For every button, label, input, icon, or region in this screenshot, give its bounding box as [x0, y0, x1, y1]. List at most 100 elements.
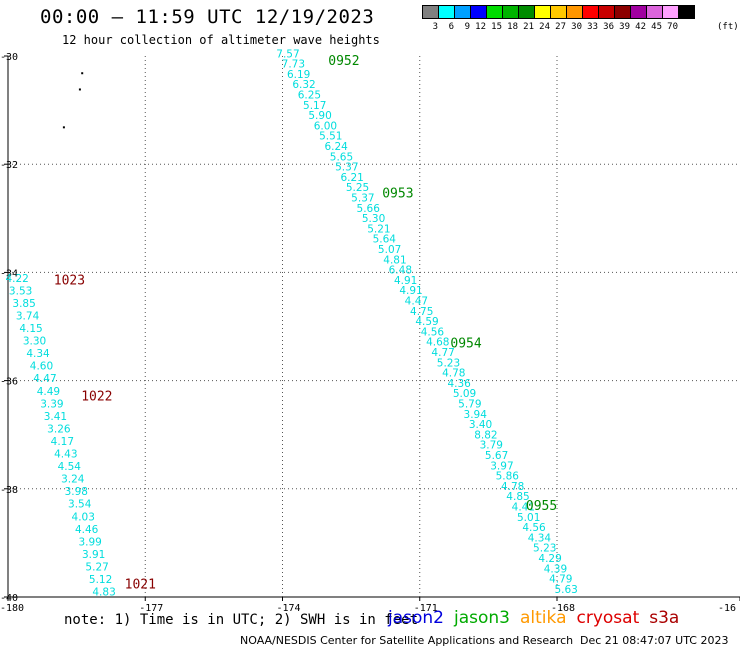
swh-value-label: 4.78: [442, 368, 465, 380]
legend-tick-label: 42: [635, 22, 646, 32]
swh-value-label: 5.64: [373, 234, 397, 246]
swh-value-label: 5.21: [367, 223, 390, 235]
legend-tick-label: 36: [603, 22, 614, 32]
swh-value-label: 3.53: [9, 285, 32, 297]
legend-tick-label: 18: [507, 22, 518, 32]
swh-value-label: 5.23: [437, 357, 460, 369]
legend-tick-label: 70: [667, 22, 678, 32]
x-tick-label: -171: [414, 603, 438, 614]
legend-tick-label: 24: [539, 22, 550, 32]
legend-tick-label: 30: [571, 22, 582, 32]
x-tick-label: -16: [718, 603, 736, 614]
swh-value-label: 4.22: [5, 273, 28, 285]
swh-value-label: 6.19: [287, 69, 310, 81]
time-label: 0954: [450, 337, 481, 352]
swh-value-label: 5.01: [517, 512, 540, 524]
swh-value-label: 4.47: [405, 295, 428, 307]
credit-text: NOAA/NESDIS Center for Satellite Applica…: [240, 634, 574, 647]
x-tick-label: -168: [551, 603, 575, 614]
swh-value-label: 4.43: [54, 449, 77, 461]
satellite-label-s3a: s3a: [649, 608, 680, 628]
time-label: 1022: [81, 390, 112, 405]
swh-value-label: 3.97: [490, 460, 513, 472]
land-dot: [78, 88, 81, 91]
swh-value-label: 4.60: [30, 361, 53, 373]
y-tick-label: -32: [0, 160, 18, 171]
swh-value-label: 5.86: [496, 471, 520, 483]
swh-value-label: 6.48: [389, 265, 412, 277]
x-tick-label: -174: [277, 603, 301, 614]
swh-value-label: 3.79: [480, 440, 503, 452]
swh-value-label: 8.82: [474, 429, 497, 441]
swh-value-label: 5.25: [346, 182, 369, 194]
swh-value-label: 4.34: [26, 348, 50, 360]
satellite-label-jason3: jason3: [454, 608, 510, 628]
swh-value-label: 4.91: [394, 275, 417, 287]
satellite-label-jason2: jason2: [388, 608, 444, 628]
swh-value-label: 6.25: [298, 89, 321, 101]
footer-note: note: 1) Time is in UTC; 2) SWH is in fe…: [64, 612, 419, 628]
swh-value-label: 5.12: [89, 574, 112, 586]
y-tick-label: -34: [0, 268, 18, 279]
legend-tick-label: 21: [523, 22, 534, 32]
legend-unit: (ft): [717, 22, 739, 32]
swh-value-label: 3.94: [464, 409, 488, 421]
time-label: 0952: [328, 54, 359, 69]
swh-value-label: 4.56: [522, 522, 546, 534]
legend-tick-label: 45: [651, 22, 662, 32]
time-label: 1023: [54, 273, 85, 288]
legend-tick-label: 3: [432, 22, 438, 32]
legend-tick-label: 6: [448, 22, 454, 32]
swh-value-label: 5.67: [485, 450, 508, 462]
swh-value-label: 6.00: [314, 120, 337, 132]
time-label: 1021: [125, 577, 156, 592]
satellite-label-altika: altika: [520, 608, 567, 628]
swh-value-label: 5.37: [335, 162, 358, 174]
swh-value-label: 5.65: [330, 151, 353, 163]
swh-value-label: 3.85: [12, 298, 35, 310]
swh-value-label: 4.36: [447, 378, 471, 390]
x-tick-label: -177: [139, 603, 163, 614]
swh-value-label: 3.41: [44, 411, 67, 423]
swh-value-label: 5.79: [458, 398, 481, 410]
swh-value-label: 4.75: [410, 306, 433, 318]
swh-value-label: 4.15: [19, 323, 42, 335]
legend-tick-label: 9: [464, 22, 470, 32]
legend-tick-label: 39: [619, 22, 630, 32]
legend-tick-label: 27: [555, 22, 566, 32]
swh-value-label: 3.26: [47, 423, 71, 435]
page-subtitle: 12 hour collection of altimeter wave hei…: [62, 33, 380, 47]
swh-value-label: 4.47: [33, 373, 56, 385]
swh-value-label: 5.23: [533, 543, 556, 555]
legend-swatch: [678, 5, 695, 19]
swh-value-label: 4.91: [399, 285, 422, 297]
swh-value-label: 3.99: [78, 536, 101, 548]
page-title: 00:00 – 11:59 UTC 12/19/2023: [40, 6, 375, 28]
swh-value-label: 3.40: [469, 419, 492, 431]
swh-value-label: 6.32: [292, 79, 315, 91]
swh-value-label: 4.29: [538, 553, 561, 565]
swh-value-label: 3.98: [65, 486, 88, 498]
y-tick-label: -40: [0, 593, 18, 604]
swh-value-label: 4.83: [92, 587, 115, 599]
legend-tick-label: 15: [491, 22, 502, 32]
swh-value-label: 4.59: [415, 316, 438, 328]
swh-value-label: 3.54: [68, 499, 92, 511]
time-label: 0955: [526, 499, 557, 514]
swh-value-label: 3.24: [61, 474, 85, 486]
legend-tick-label: 12: [475, 22, 486, 32]
swh-value-label: 5.66: [357, 203, 381, 215]
swh-value-label: 5.07: [378, 244, 401, 256]
legend-tick-label: 33: [587, 22, 598, 32]
swh-value-label: 6.24: [324, 141, 348, 153]
swh-value-label: 7.73: [282, 59, 305, 71]
swh-value-label: 4.68: [426, 337, 449, 349]
land-dot: [62, 126, 65, 129]
swh-value-label: 3.30: [23, 336, 46, 348]
legend-swatches: [422, 5, 695, 19]
swh-value-label: 5.90: [308, 110, 331, 122]
swh-value-label: 4.49: [37, 386, 60, 398]
swh-value-label: 4.56: [421, 326, 445, 338]
swh-value-label: 5.37: [351, 192, 374, 204]
